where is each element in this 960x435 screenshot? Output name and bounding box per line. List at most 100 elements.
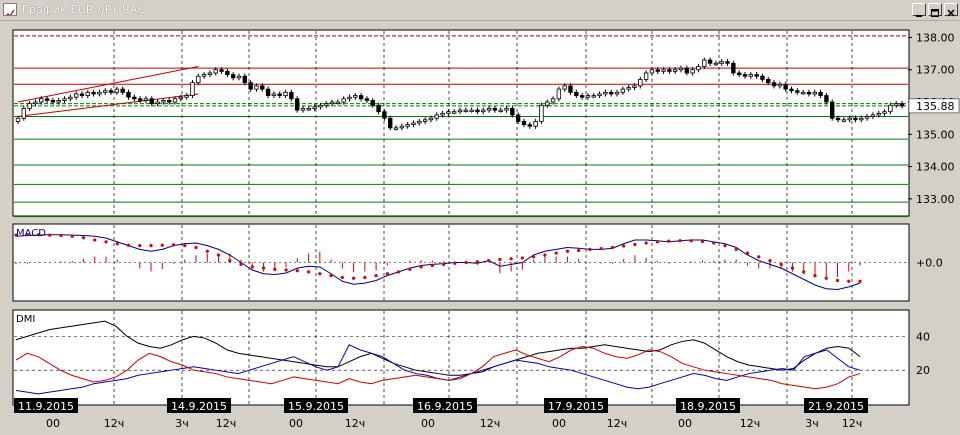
window-title: График EUR /JPY ЧАС (22, 3, 146, 16)
price-tick-label: 133.00 (916, 193, 955, 206)
macd-signal-dot (655, 240, 660, 244)
hour-label: 00 (289, 417, 303, 430)
close-button[interactable] (944, 3, 958, 17)
candle-body (312, 106, 317, 109)
candle-body (672, 69, 678, 72)
candle-body (382, 111, 387, 119)
candle-body (50, 100, 56, 103)
macd-signal-dot (318, 272, 322, 276)
candle-body (463, 109, 469, 112)
candle-body (73, 93, 79, 98)
macd-signal-dot (622, 244, 626, 248)
candle-body (678, 67, 684, 71)
dmi-minus-di-line (15, 345, 861, 390)
candle-body (85, 91, 90, 96)
macd-signal-dot (126, 243, 131, 247)
candle-body (364, 98, 370, 101)
candle-body (800, 91, 806, 95)
date-label-box (544, 398, 608, 413)
candle-body (393, 127, 399, 130)
candle-body (533, 120, 538, 127)
price-tick-label: 137.00 (916, 64, 955, 77)
candle-body (882, 111, 887, 114)
macd-signal-dot (374, 274, 378, 278)
macd-line (15, 234, 861, 291)
candle-body (626, 87, 631, 90)
candle-body (713, 62, 719, 66)
candle-body (248, 82, 253, 90)
macd-signal-dot (70, 234, 74, 238)
candle-body (736, 72, 742, 75)
candle-body (585, 95, 591, 98)
candle-body (539, 104, 544, 122)
candle-body (835, 117, 841, 121)
candle-body (137, 98, 143, 101)
macd-signal-dot (700, 239, 705, 244)
macd-signal-dot (183, 244, 187, 248)
candle-body (126, 91, 131, 98)
candle-body (690, 69, 695, 74)
candle-body (353, 95, 358, 98)
candle-body (550, 98, 556, 103)
candle-body (399, 125, 405, 129)
dmi-panel[interactable] (12, 309, 910, 406)
candle-body (114, 88, 120, 93)
candle-body (696, 66, 701, 71)
macd-signal-dot (520, 256, 525, 260)
macd-signal-dot (858, 279, 862, 283)
price-tick-label: 134.00 (916, 161, 955, 174)
macd-signal-dot (239, 262, 243, 266)
macd-signal-dot (464, 260, 468, 265)
candle-body (161, 100, 166, 103)
candle-body (143, 98, 149, 101)
candle-body (196, 75, 201, 84)
candle-body (638, 79, 643, 87)
date-label: 18.9.2015 (680, 400, 736, 413)
candle-body (760, 75, 765, 80)
candle-body (39, 98, 44, 103)
current-price-label: 135.88 (916, 100, 955, 113)
macd-signal-dot (610, 245, 615, 250)
candle-body (864, 116, 870, 119)
candle-body (190, 82, 195, 96)
date-label: 16.9.2015 (417, 400, 473, 413)
macd-signal-dot (734, 247, 738, 251)
candle-body (748, 74, 753, 77)
candle-body (818, 91, 823, 96)
maximize-button[interactable] (928, 3, 942, 17)
candle-body (172, 98, 178, 103)
candle-body (492, 108, 498, 111)
date-label: 17.9.2015 (548, 400, 604, 413)
macd-signal-dot (115, 242, 119, 246)
macd-signal-dot (442, 262, 446, 266)
candle-body (643, 72, 649, 80)
macd-signal-dot (284, 268, 288, 272)
title-bar[interactable]: График EUR /JPY ЧАС (0, 0, 960, 21)
date-label: 15.9.2015 (288, 400, 344, 413)
candle-body (847, 117, 852, 121)
candle-body (318, 104, 323, 108)
macd-signal-dot (352, 276, 356, 280)
candle-body (661, 69, 666, 72)
candle-body (358, 95, 364, 100)
candle-body (417, 120, 422, 124)
candle-body (830, 101, 835, 119)
price-panel[interactable] (12, 29, 910, 217)
macd-signal-dot (408, 267, 412, 271)
candle-body (742, 74, 748, 77)
macd-signal-dot (171, 243, 176, 247)
dmi-tick-label: 40 (916, 330, 930, 343)
macd-signal-dot (532, 255, 536, 259)
macd-signal-dot (25, 233, 29, 237)
macd-signal-dot (273, 267, 277, 271)
minimize-button[interactable] (912, 3, 926, 17)
candle-body (422, 119, 428, 122)
macd-signal-dot (306, 270, 311, 274)
candle-body (754, 74, 759, 77)
candle-body (876, 112, 881, 116)
dmi-tick-label: 20 (916, 364, 930, 377)
hour-label: 12ч (740, 417, 761, 430)
candle-body (777, 83, 783, 87)
date-label: 21.9.2015 (808, 400, 864, 413)
candle-body (388, 117, 393, 129)
